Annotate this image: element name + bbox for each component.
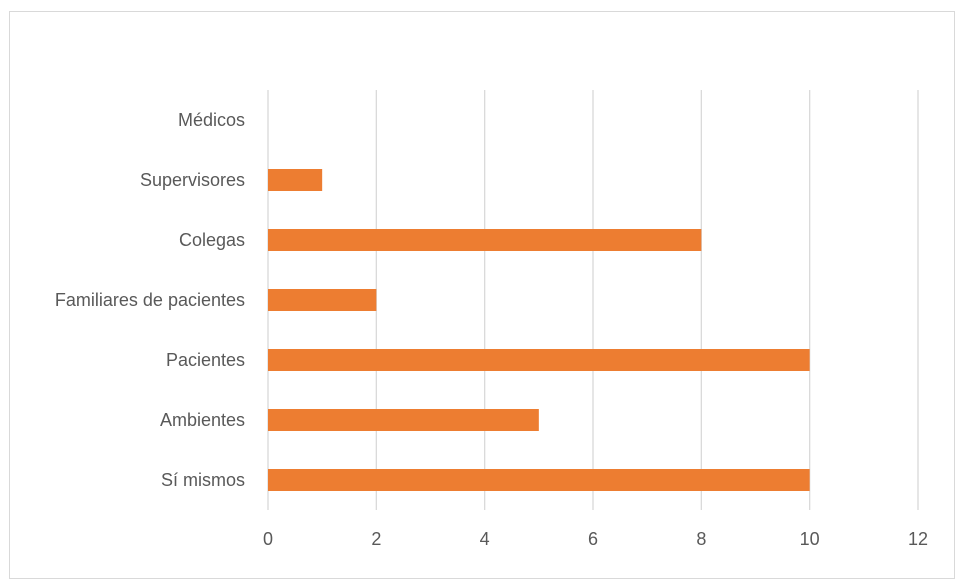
gridlines [267,90,919,510]
bar-1 [268,169,323,191]
y-category-label: Pacientes [166,350,245,370]
bar-3 [268,289,377,311]
x-tick-label: 12 [908,529,928,549]
bar-5 [268,409,539,431]
x-tick-label: 8 [696,529,706,549]
bars [268,169,810,491]
y-category-label: Sí mismos [161,470,245,490]
bar-2 [268,229,702,251]
x-tick-label: 4 [480,529,490,549]
y-category-label: Familiares de pacientes [55,290,245,310]
x-axis-labels: 0 2 4 6 8 10 12 [263,529,928,549]
bar-6 [268,469,810,491]
bar-4 [268,349,810,371]
y-axis-labels: Médicos Supervisores Colegas Familiares de … [55,110,245,490]
y-category-label: Médicos [178,110,245,130]
y-category-label: Colegas [179,230,245,250]
x-tick-label: 2 [371,529,381,549]
x-tick-label: 10 [800,529,820,549]
y-category-label: Supervisores [140,170,245,190]
y-category-label: Ambientes [160,410,245,430]
x-tick-label: 0 [263,529,273,549]
x-tick-label: 6 [588,529,598,549]
